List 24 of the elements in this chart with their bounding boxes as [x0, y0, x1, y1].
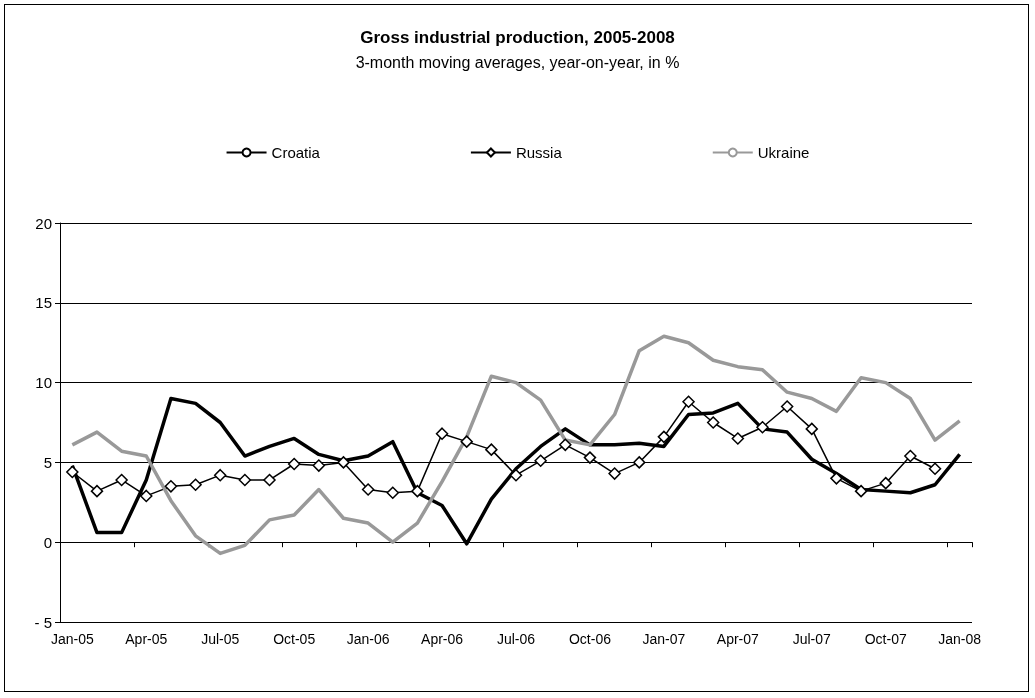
- x-tick-label: Apr-07: [716, 631, 760, 647]
- chart-title: Gross industrial production, 2005-2008: [360, 28, 675, 47]
- x-tick-label: Apr-06: [421, 631, 464, 647]
- y-tick-label: 0: [43, 533, 52, 551]
- x-tick-label: Jan-06: [346, 631, 390, 647]
- legend-label: Ukraine: [757, 144, 810, 161]
- x-tick-label: Oct-05: [273, 631, 316, 647]
- y-tick-label: 20: [35, 214, 52, 232]
- y-tick-label: 15: [35, 294, 52, 312]
- y-tick-label: 5: [43, 453, 52, 471]
- x-tick-label: Jan-08: [938, 631, 982, 647]
- chart-subtitle: 3-month moving averages, year-on-year, in %: [355, 53, 680, 71]
- y-tick-label: 10: [35, 374, 52, 392]
- x-tick-label: Jul-06: [496, 631, 536, 647]
- x-tick-label: Jul-05: [201, 631, 240, 647]
- x-tick-label: Jan-05: [50, 631, 94, 647]
- legend-label: Russia: [515, 144, 563, 161]
- x-tick-label: Jul-07: [792, 631, 832, 647]
- x-tick-label: Apr-05: [125, 631, 168, 647]
- x-tick-label: Oct-07: [864, 631, 907, 647]
- y-tick-label: - 5: [34, 613, 52, 631]
- legend-label: Croatia: [271, 144, 321, 161]
- x-tick-label: Jan-07: [642, 631, 686, 647]
- x-tick-label: Oct-06: [568, 631, 612, 647]
